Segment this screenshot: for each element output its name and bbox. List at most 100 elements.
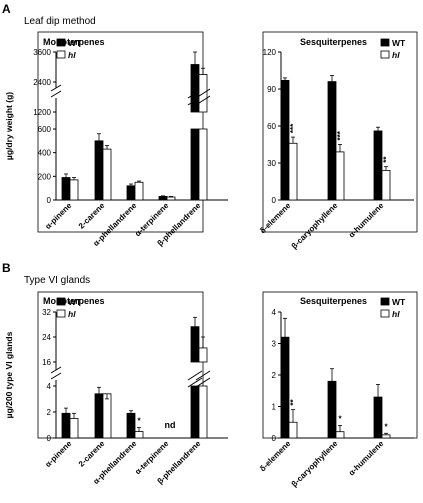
legend-swatch-wt <box>380 38 390 47</box>
y-tick-label: 1 <box>272 403 277 412</box>
bar-hl <box>335 431 345 439</box>
legend-label-hl: hl <box>392 309 400 319</box>
panel-a-label: A <box>2 2 11 16</box>
y-tick-label: 4 <box>47 382 52 391</box>
y-tick-label: 16 <box>42 358 51 367</box>
bar-break-mark <box>195 370 211 388</box>
legend-label-hl: hl <box>392 50 400 60</box>
significance-label: * <box>137 417 141 426</box>
y-axis-break-mark <box>50 84 62 98</box>
bar-wt <box>190 64 200 113</box>
chart-title: Monoterpenes <box>43 37 105 47</box>
y-tick-label: 24 <box>42 333 51 342</box>
bar-hl <box>102 393 112 439</box>
y-tick-label: 1200 <box>33 108 51 117</box>
bar-hl <box>134 181 144 201</box>
y-tick-label: 90 <box>267 85 276 94</box>
y-tick-label: 0 <box>272 434 277 443</box>
bar-wt <box>61 412 71 439</box>
legend-swatch-wt <box>56 38 66 47</box>
bar-wt <box>61 177 71 201</box>
x-category-label: 2-carene <box>77 201 107 231</box>
legend-swatch-hl <box>56 309 66 318</box>
bar-wt <box>373 396 383 439</box>
chart-A-sesq: Sesquiterpenes0306090120δ-elemeneβ-caryo… <box>258 31 418 251</box>
x-category-label: α-pinene <box>43 439 73 469</box>
bar-wt <box>126 412 136 439</box>
charts: Monoterpenes0200400600120024003600µg/dry… <box>4 31 418 489</box>
bar-wt <box>94 140 104 201</box>
legend-swatch-hl <box>380 309 390 318</box>
x-category-label: 2-carene <box>77 439 107 469</box>
bar-hl <box>134 431 144 439</box>
bar-wt <box>280 336 290 439</box>
bar-wt <box>126 185 136 201</box>
y-tick-label: 2400 <box>33 78 51 87</box>
significance-label: * <box>384 422 388 431</box>
y-tick-label: 120 <box>263 48 277 57</box>
bar-hl <box>69 418 79 439</box>
y-tick-label: 0 <box>272 196 277 205</box>
legend-label-wt: WT <box>68 38 82 48</box>
x-category-label: β-caryophyllene <box>290 201 340 251</box>
x-category-label: α-humulene <box>347 201 386 240</box>
x-category-label: δ-elemene <box>258 439 293 474</box>
y-tick-label: 2 <box>272 371 277 380</box>
significance-label: * <box>338 414 342 423</box>
bar-wt <box>280 79 290 201</box>
bar-hl-lower <box>198 385 208 439</box>
y-tick-label: 60 <box>267 122 276 131</box>
y-tick-label: 3 <box>272 340 277 349</box>
y-axis-title: µg/200 type VI glands <box>4 331 14 418</box>
bar-wt <box>190 326 200 363</box>
bar-wt-lower <box>190 128 200 201</box>
legend-swatch-hl <box>56 50 66 59</box>
panel-b-label: B <box>2 261 11 275</box>
bar-wt <box>373 130 383 201</box>
bar-hl <box>288 421 298 439</box>
y-tick-label: 3600 <box>33 48 51 57</box>
y-tick-label: 600 <box>38 125 52 134</box>
panel-a-method: Leaf dip method <box>24 16 96 27</box>
y-tick-label: 30 <box>267 159 276 168</box>
x-category-label: β-caryophyllene <box>290 439 340 489</box>
legend-label-wt: WT <box>392 297 406 307</box>
bar-hl <box>381 434 391 439</box>
chart-title: Sesquiterpenes <box>300 37 367 47</box>
bar-hl <box>69 179 79 201</box>
y-tick-label: 2 <box>47 408 52 417</box>
y-tick-label: 0 <box>47 196 52 205</box>
legend-swatch-wt <box>380 297 390 306</box>
legend-swatch-wt <box>56 297 66 306</box>
y-tick-label: 32 <box>42 308 51 317</box>
significance-label: *** <box>336 130 345 140</box>
chart-B-sesq: Sesquiterpenes 0 1 2 3 4 δ-elemeneβ-caryophyll… <box>258 291 418 489</box>
plot-frame <box>262 31 418 233</box>
y-tick-label: 0 <box>47 434 52 443</box>
bar-wt <box>327 81 337 201</box>
bar-wt <box>158 196 168 201</box>
y-tick-label: 200 <box>38 172 52 181</box>
legend-label-hl: hl <box>68 50 76 60</box>
significance-label: *** <box>289 123 298 133</box>
chart-title: Sesquiterpenes <box>300 296 367 306</box>
bar-wt-lower <box>190 385 200 439</box>
chart-A-mono: Monoterpenes 0 200 400 600 1200 2400 3600 µg/dry… <box>4 31 228 248</box>
legend-swatch-hl <box>380 50 390 59</box>
panel-b-method: Type VI glands <box>24 275 90 286</box>
y-tick-label: 400 <box>38 149 52 158</box>
y-axis-break-mark <box>50 366 62 380</box>
bar-hl <box>102 148 112 201</box>
bar-hl <box>335 151 345 201</box>
significance-label: ** <box>289 399 298 406</box>
not-detected-label: nd <box>165 420 176 430</box>
bar-hl-lower <box>198 128 208 201</box>
bar-hl <box>198 347 208 363</box>
bar-wt <box>94 393 104 439</box>
x-category-label: α-pinene <box>43 201 73 231</box>
y-tick-label: 4 <box>272 308 277 317</box>
legend-label-hl: hl <box>68 309 76 319</box>
x-category-label: α-humulene <box>347 439 386 478</box>
